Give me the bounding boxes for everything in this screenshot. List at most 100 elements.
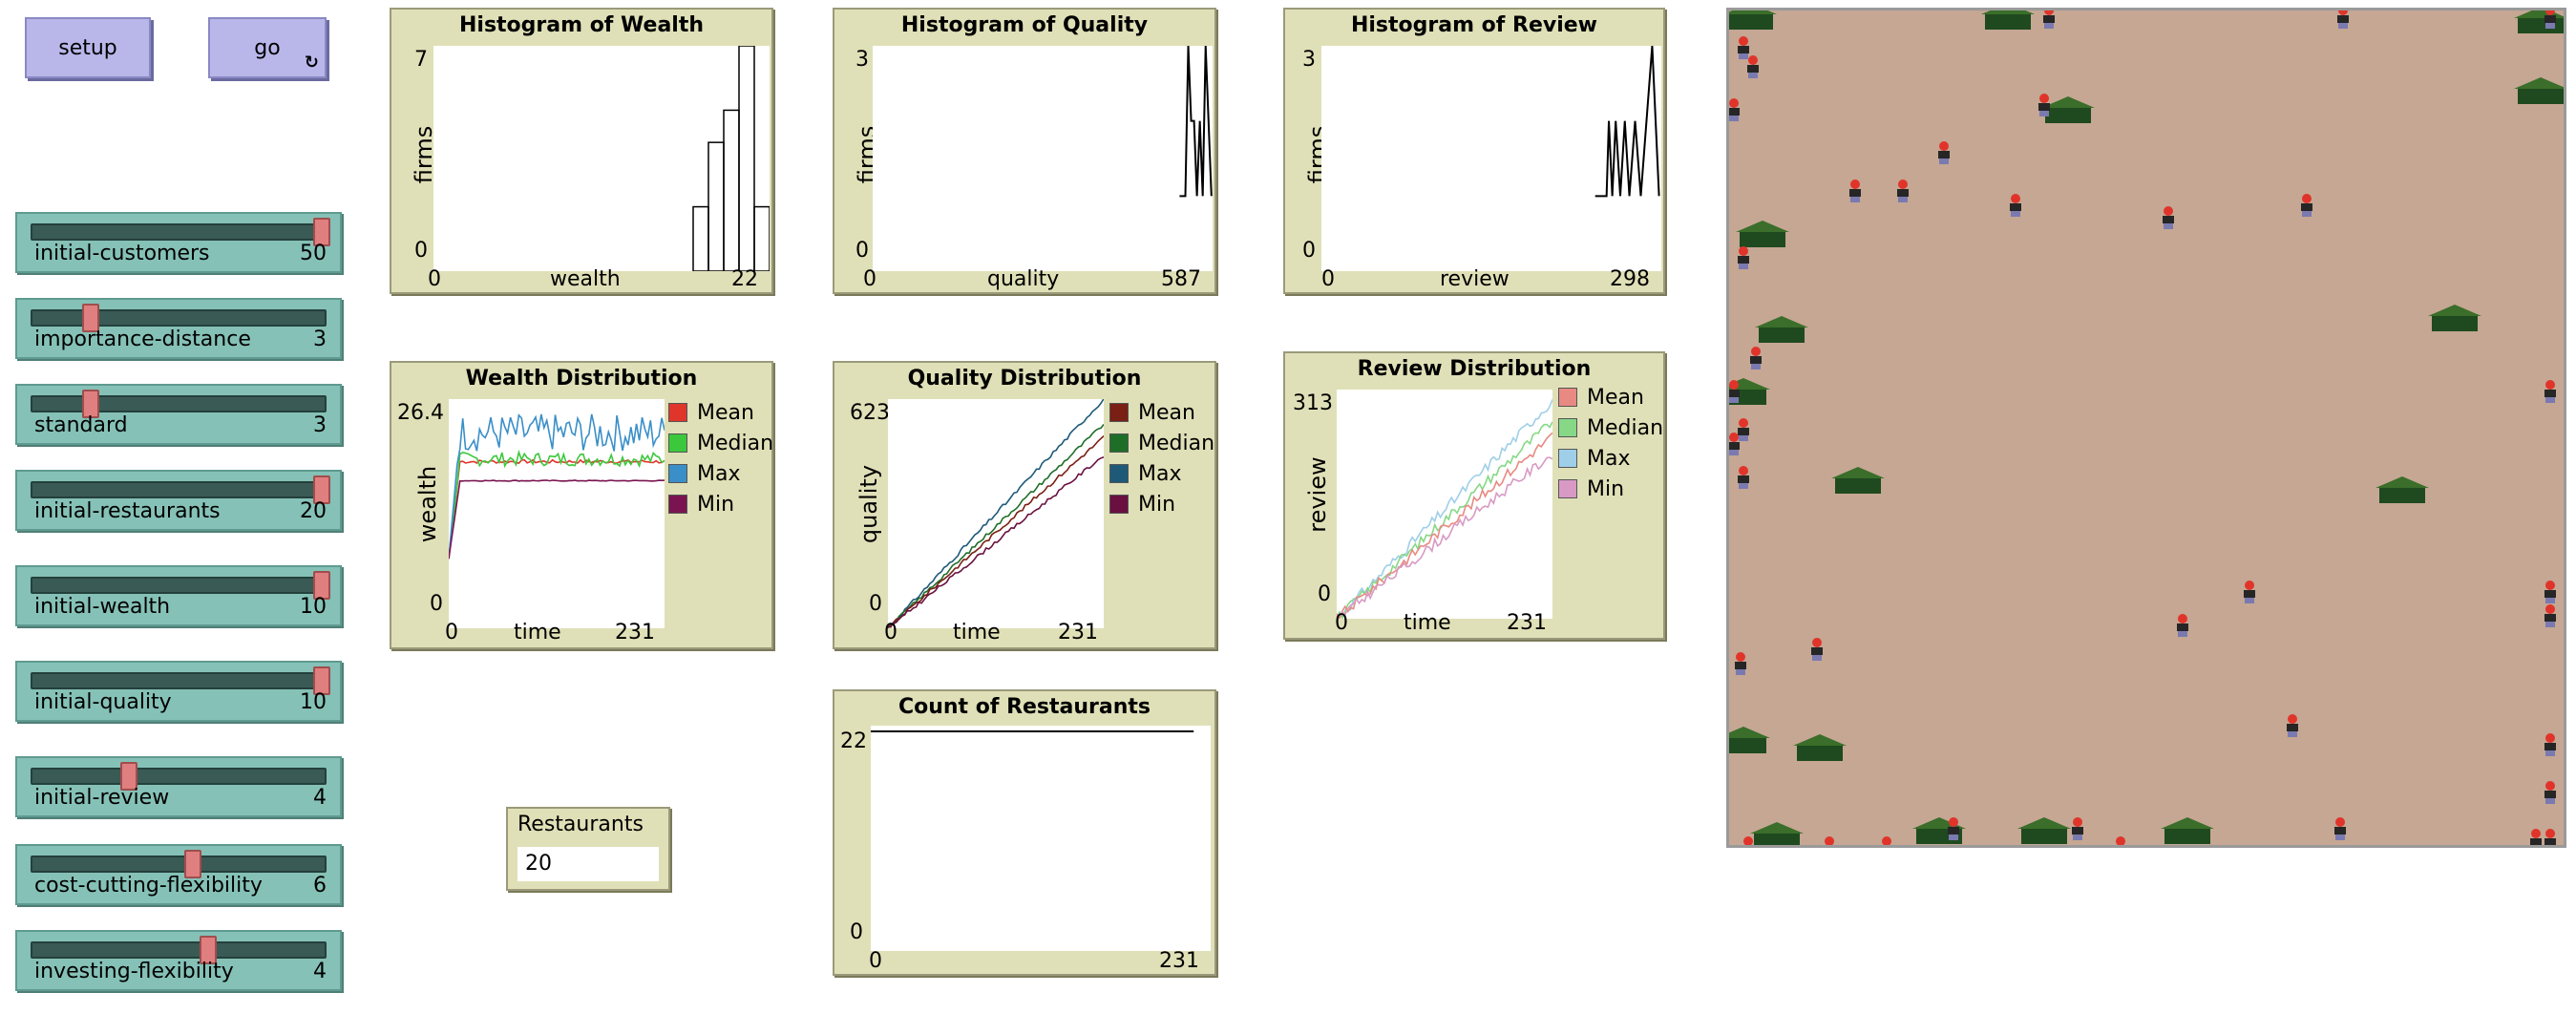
customer-icon bbox=[1729, 380, 1740, 403]
slider-track[interactable] bbox=[31, 850, 327, 878]
world-view[interactable] bbox=[1726, 8, 2566, 848]
customer-icon bbox=[1825, 836, 1834, 845]
legend: Mean Median Max Min bbox=[1109, 397, 1214, 519]
customer-icon bbox=[1729, 433, 1740, 455]
y-min-tick: 0 bbox=[855, 239, 869, 263]
legend-label: Mean bbox=[1138, 400, 1195, 425]
wealth-distribution-svg bbox=[449, 413, 665, 560]
histogram-line bbox=[1179, 46, 1213, 198]
slider-track[interactable] bbox=[31, 666, 330, 695]
slider-track[interactable] bbox=[31, 475, 330, 504]
slider-value: 6 bbox=[313, 874, 327, 898]
histogram-line bbox=[1594, 46, 1660, 198]
restaurant-icon bbox=[1729, 11, 1777, 30]
slider-importance-distance[interactable]: importance-distance 3 bbox=[15, 298, 342, 359]
customer-icon bbox=[1938, 141, 1950, 164]
x-min-tick: 0 bbox=[1335, 611, 1348, 635]
y-min-tick: 0 bbox=[850, 920, 863, 944]
customer-icon bbox=[2544, 380, 2556, 403]
slider-initial-quality[interactable]: initial-quality 10 bbox=[15, 661, 342, 722]
customer-icon bbox=[2116, 836, 2125, 845]
histogram-review-plot: Histogram of Review firms 3 0 0 review 2… bbox=[1283, 8, 1665, 294]
customer-icon bbox=[1738, 246, 1749, 269]
slider-label: initial-restaurants bbox=[34, 499, 221, 523]
customer-icon bbox=[2244, 581, 2255, 603]
slider-initial-review[interactable]: initial-review 4 bbox=[15, 756, 342, 817]
x-axis-label: quality bbox=[987, 267, 1060, 291]
legend-item: Min bbox=[1109, 489, 1214, 519]
series-line-min bbox=[888, 456, 1104, 628]
slider-initial-wealth[interactable]: initial-wealth 10 bbox=[15, 565, 342, 626]
plot-area bbox=[433, 46, 770, 271]
slider-investing-flexibility[interactable]: investing-flexibility 4 bbox=[15, 930, 342, 991]
x-min-tick: 0 bbox=[445, 621, 458, 644]
restaurant-icon bbox=[2514, 11, 2564, 33]
slider-thumb[interactable] bbox=[184, 850, 202, 878]
slider-thumb[interactable] bbox=[119, 762, 137, 791]
x-min-tick: 0 bbox=[869, 949, 882, 973]
slider-value: 4 bbox=[313, 786, 327, 810]
slider-track[interactable] bbox=[31, 571, 330, 600]
legend-label: Max bbox=[1138, 461, 1182, 486]
go-button-label: go bbox=[254, 35, 281, 60]
slider-standard[interactable]: standard 3 bbox=[15, 384, 342, 445]
y-axis-label: review bbox=[1304, 456, 1331, 533]
series-line-max bbox=[888, 399, 1104, 628]
slider-thumb[interactable] bbox=[312, 218, 330, 246]
plot-title: Histogram of Review bbox=[1350, 13, 1598, 37]
slider-initial-restaurants[interactable]: initial-restaurants 20 bbox=[15, 470, 342, 531]
histogram-quality-plot: Histogram of Quality firms 3 0 0 quality… bbox=[833, 8, 1216, 294]
x-min-tick: 0 bbox=[1321, 267, 1335, 291]
customer-icon bbox=[2544, 829, 2556, 845]
slider-thumb[interactable] bbox=[82, 304, 100, 332]
x-max-tick: 587 bbox=[1161, 267, 1201, 291]
slider-label: importance-distance bbox=[34, 327, 251, 351]
x-max-tick: 231 bbox=[1159, 949, 1199, 973]
x-axis-label: time bbox=[953, 621, 1001, 644]
customer-icon bbox=[1897, 180, 1909, 202]
slider-cost-cutting-flexibility[interactable]: cost-cutting-flexibility 6 bbox=[15, 844, 342, 905]
y-max-tick: 623 bbox=[850, 401, 890, 425]
setup-button[interactable]: setup bbox=[25, 17, 151, 78]
y-max-tick: 313 bbox=[1293, 391, 1333, 415]
series-line-mean bbox=[1337, 432, 1552, 619]
legend-swatch bbox=[1109, 495, 1129, 514]
slider-thumb[interactable] bbox=[82, 390, 100, 418]
plot-area bbox=[1337, 390, 1552, 619]
series-line-max bbox=[1337, 399, 1552, 619]
legend-label: Median bbox=[697, 431, 774, 455]
slider-thumb[interactable] bbox=[312, 475, 330, 504]
slider-track[interactable] bbox=[31, 390, 327, 418]
series-line-min bbox=[449, 479, 665, 560]
slider-label: initial-quality bbox=[34, 690, 172, 714]
slider-thumb[interactable] bbox=[199, 936, 217, 964]
slider-label: standard bbox=[34, 413, 128, 437]
legend-item: Max bbox=[668, 458, 773, 489]
series-line-median bbox=[449, 449, 665, 560]
slider-thumb[interactable] bbox=[312, 666, 330, 695]
customer-icon bbox=[1849, 180, 1861, 202]
slider-label: cost-cutting-flexibility bbox=[34, 874, 263, 898]
series-line-mean bbox=[888, 435, 1104, 628]
series-line-median bbox=[888, 424, 1104, 628]
forever-icon: ↻ bbox=[304, 53, 319, 73]
slider-track[interactable] bbox=[31, 304, 327, 332]
legend-swatch bbox=[1558, 479, 1577, 498]
slider-initial-customers[interactable]: initial-customers 50 bbox=[15, 212, 342, 273]
slider-track[interactable] bbox=[31, 218, 330, 246]
plot-area bbox=[873, 46, 1213, 271]
customer-icon bbox=[2544, 11, 2556, 29]
restaurant-icon bbox=[1736, 221, 1789, 247]
go-button[interactable]: go ↻ bbox=[208, 17, 327, 78]
slider-track[interactable] bbox=[31, 762, 327, 791]
slider-track[interactable] bbox=[31, 936, 327, 964]
restaurant-icon bbox=[2017, 817, 2071, 844]
slider-label: initial-wealth bbox=[34, 595, 171, 619]
series-line-mean bbox=[449, 458, 665, 560]
restaurant-icon bbox=[2514, 77, 2564, 104]
legend-label: Min bbox=[697, 492, 735, 517]
legend-item: Max bbox=[1109, 458, 1214, 489]
y-max-tick: 3 bbox=[855, 48, 869, 72]
restaurant-icon bbox=[1981, 11, 2035, 30]
slider-thumb[interactable] bbox=[312, 571, 330, 600]
